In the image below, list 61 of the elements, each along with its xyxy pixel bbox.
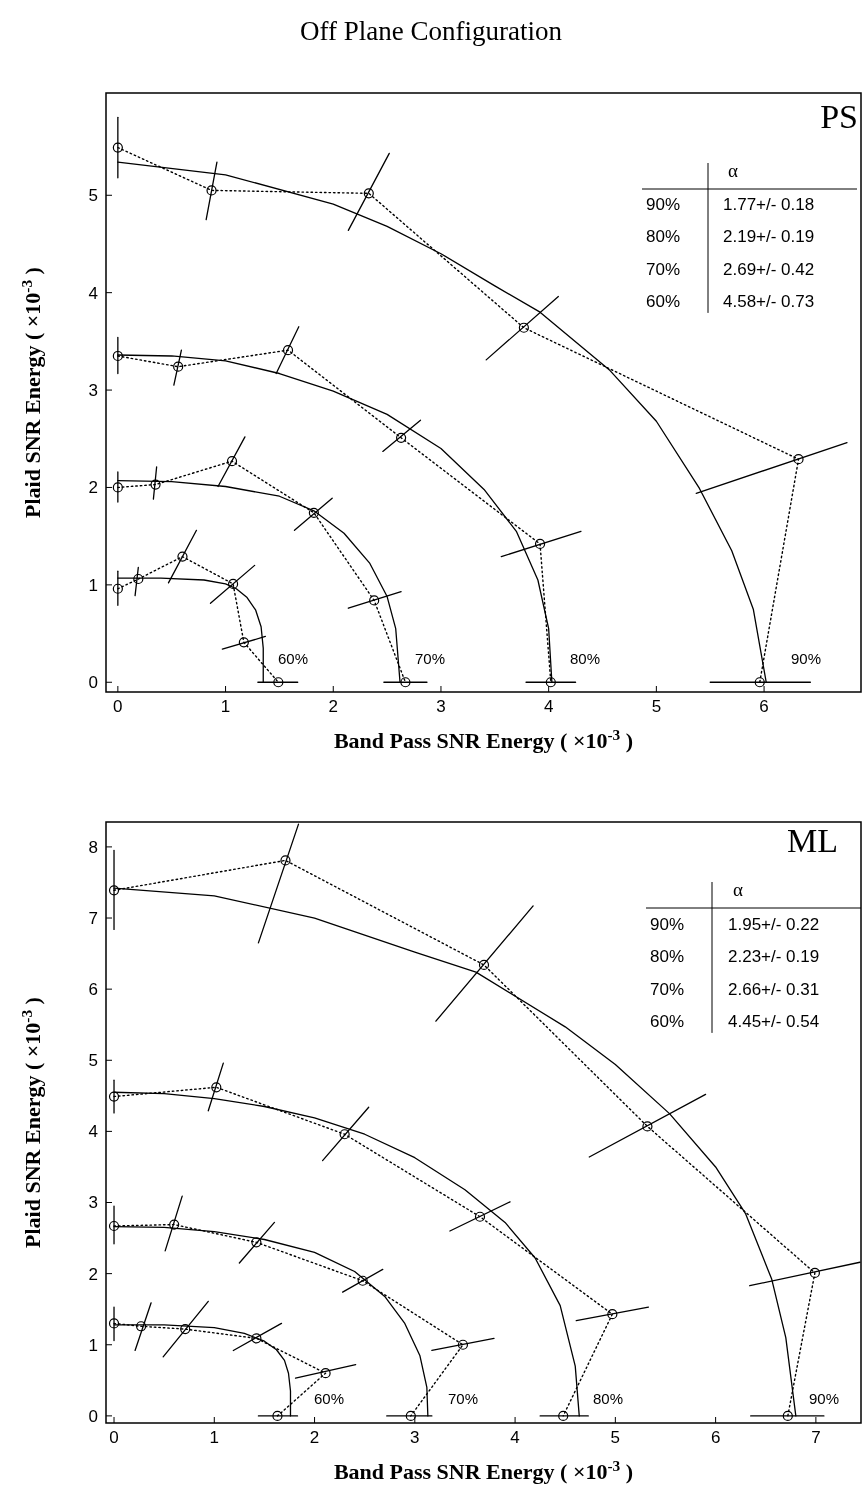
annotation: 2.66+/- 0.31 — [728, 979, 820, 999]
y-tick-label: 1 — [88, 575, 98, 595]
annotation: 80% — [593, 1390, 624, 1408]
x-tick-label: 3 — [410, 1428, 420, 1447]
x-tick-label: 2 — [328, 697, 338, 716]
x-tick-label: 3 — [436, 697, 446, 716]
y-tick-label: 0 — [88, 673, 98, 693]
annotation: 1.95+/- 0.22 — [728, 914, 820, 934]
annotation: α — [728, 160, 738, 181]
y-tick-label: 7 — [88, 908, 98, 928]
annotation: 90% — [791, 650, 822, 668]
x-tick-label: 7 — [811, 1428, 821, 1447]
x-tick-label: 6 — [759, 697, 769, 716]
x-tick-label: 4 — [543, 697, 554, 716]
x-tick-label: 5 — [610, 1428, 621, 1447]
annotation: 80% — [646, 227, 681, 247]
y-tick-label: 4 — [88, 283, 98, 303]
annotation: 2.19+/- 0.19 — [723, 227, 815, 247]
annotation: 90% — [650, 914, 685, 934]
annotation: 1.77+/- 0.18 — [723, 194, 815, 214]
y-tick-label: 5 — [88, 1051, 98, 1071]
annotation: 80% — [570, 650, 601, 668]
annotation: 4.58+/- 0.73 — [723, 291, 815, 311]
annotation: α — [733, 879, 743, 900]
y-tick-label: 0 — [88, 1406, 98, 1426]
y-tick-label: 3 — [88, 381, 98, 401]
x-tick-label: 0 — [109, 1428, 119, 1447]
x-tick-label: 2 — [309, 1428, 320, 1447]
x-axis-title: Band Pass SNR Energy ( ×10$^{-3}$ ) — [333, 725, 634, 753]
x-tick-label: 0 — [113, 697, 123, 716]
annotation: ML — [787, 822, 838, 859]
x-axis-title: Band Pass SNR Energy ( ×10$^{-3}$ ) — [333, 1456, 634, 1484]
y-tick-label: 1 — [88, 1335, 98, 1355]
annotation: 70% — [650, 979, 685, 999]
y-tick-label: 8 — [88, 837, 98, 857]
annotation: PS — [820, 98, 858, 135]
x-tick-label: 1 — [209, 1428, 220, 1447]
annotation: 2.23+/- 0.19 — [728, 947, 820, 967]
x-tick-label: 1 — [220, 697, 231, 716]
y-tick-label: 5 — [88, 186, 98, 206]
annotation: 60% — [650, 1011, 685, 1031]
annotation: 70% — [415, 650, 446, 668]
y-tick-label: 4 — [88, 1122, 98, 1142]
annotation: 90% — [809, 1390, 840, 1408]
annotation: 80% — [650, 947, 685, 967]
annotation: 4.45+/- 0.54 — [728, 1011, 820, 1031]
y-tick-label: 3 — [88, 1193, 98, 1213]
y-tick-label: 2 — [88, 1264, 98, 1284]
annotation: 70% — [448, 1390, 479, 1408]
annotation: 60% — [278, 650, 309, 668]
x-tick-label: 4 — [510, 1428, 520, 1447]
annotation: 60% — [646, 291, 681, 311]
annotation: 90% — [646, 194, 681, 214]
x-tick-label: 6 — [710, 1428, 721, 1447]
annotation: 70% — [646, 259, 681, 279]
y-tick-label: 6 — [88, 980, 98, 1000]
y-tick-label: 2 — [88, 478, 98, 498]
annotation: 2.69+/- 0.42 — [723, 259, 815, 279]
annotation: 60% — [314, 1390, 345, 1408]
chart-title: Off Plane Configuration — [300, 16, 563, 46]
x-tick-label: 5 — [651, 697, 662, 716]
